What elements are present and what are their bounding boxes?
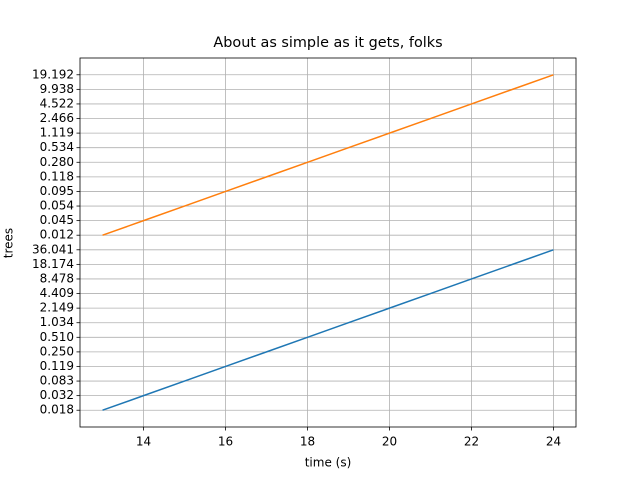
y-tick-label: 36.041 [32, 242, 74, 256]
y-tick-label: 8.478 [40, 271, 74, 285]
x-tick-label: 18 [300, 435, 315, 449]
y-tick-label: 18.174 [32, 257, 74, 271]
y-tick-label: 19.192 [32, 67, 74, 81]
y-tick-label: 0.095 [40, 184, 74, 198]
y-tick-label: 0.018 [40, 403, 74, 417]
x-axis-label: time (s) [305, 456, 352, 470]
x-tick-label: 24 [546, 435, 561, 449]
y-tick-label: 0.118 [40, 169, 74, 183]
y-tick-label: 9.938 [40, 82, 74, 96]
line-series [102, 74, 554, 236]
x-tick-label: 16 [218, 435, 233, 449]
y-tick-label: 0.250 [40, 344, 74, 358]
y-tick-label: 0.280 [40, 155, 74, 169]
y-tick-label: 0.012 [40, 228, 74, 242]
y-tick-label: 1.119 [40, 126, 74, 140]
y-tick-label: 0.045 [40, 213, 74, 227]
y-tick-label: 2.149 [40, 301, 74, 315]
y-tick-label: 0.032 [40, 388, 74, 402]
plot-frame [79, 57, 577, 428]
y-tick-label: 0.054 [40, 199, 74, 213]
line-series [102, 249, 554, 411]
y-tick-label: 1.034 [40, 315, 74, 329]
y-tick-label: 0.534 [40, 140, 74, 154]
y-tick-label: 4.522 [40, 96, 74, 110]
x-tick-label: 22 [464, 435, 479, 449]
y-tick-label: 2.466 [40, 111, 74, 125]
y-tick-label: 0.083 [40, 374, 74, 388]
y-tick-label: 0.119 [40, 359, 74, 373]
x-tick-label: 14 [136, 435, 151, 449]
x-tick-label: 20 [382, 435, 397, 449]
y-tick-label: 4.409 [40, 286, 74, 300]
y-axis-label: trees [2, 228, 16, 258]
y-tick-label: 0.510 [40, 330, 74, 344]
chart-title: About as simple as it gets, folks [213, 35, 442, 51]
